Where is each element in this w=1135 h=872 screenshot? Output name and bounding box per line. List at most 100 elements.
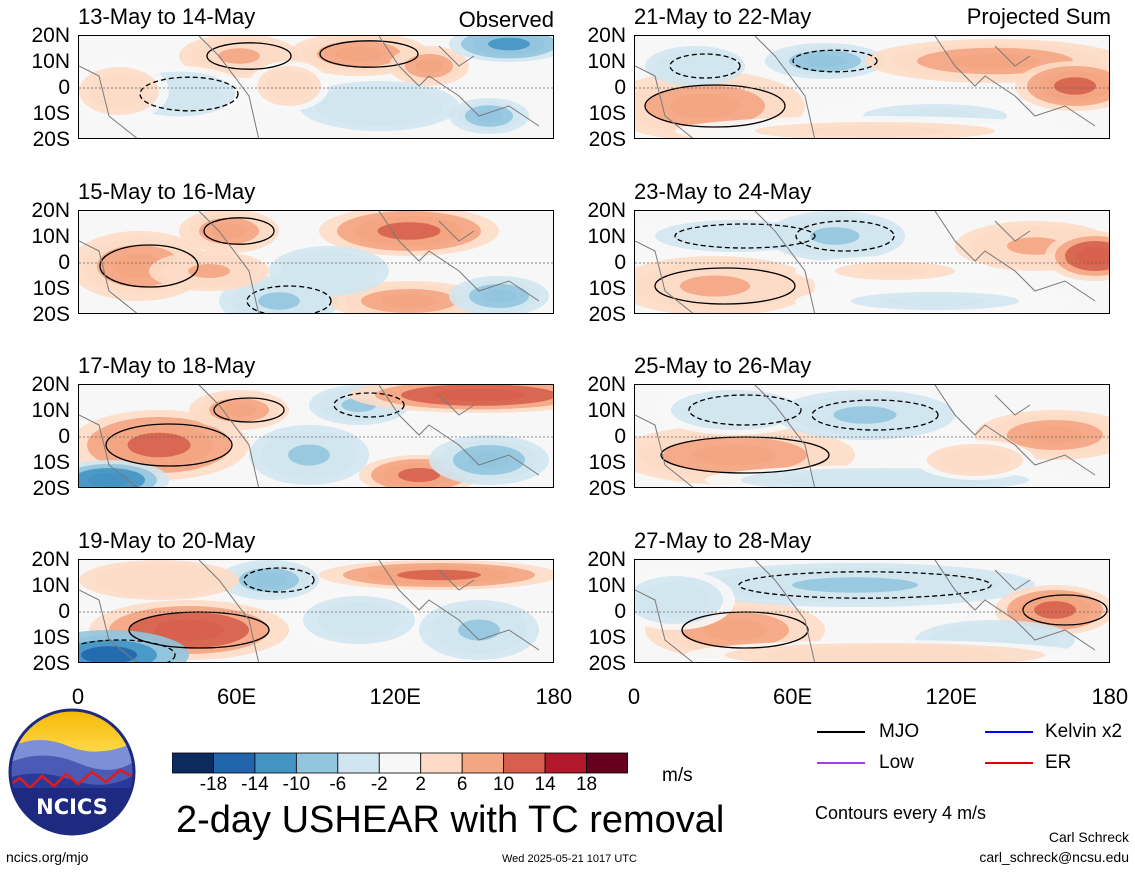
lat-tick-label: 0 (614, 600, 626, 623)
lat-tick-label: 20N (587, 548, 626, 571)
lon-tick-label: 0 (71, 684, 85, 709)
lat-tick-label: 0 (614, 251, 626, 274)
lat-tick-label: 20N (31, 373, 70, 396)
lat-tick-label: 20N (587, 199, 626, 222)
map-panel (78, 559, 554, 663)
observed-label: Observed (458, 7, 554, 32)
map-panel (78, 35, 554, 139)
contour-note: Contours every 4 m/s (815, 803, 987, 823)
heatmap-field (79, 560, 553, 662)
lat-tick-label: 0 (58, 425, 70, 448)
colorbar-swatch (337, 752, 380, 774)
colorbar-swatch (420, 752, 463, 774)
map-panel (634, 210, 1110, 314)
lat-tick-label: 10S (588, 102, 626, 125)
legend-line-mjo (817, 731, 865, 733)
panel-title: 27-May to 28-May (634, 528, 812, 553)
lat-tick-label: 10N (587, 574, 626, 597)
lat-tick-label: 20S (32, 652, 70, 675)
heatmap-field (635, 211, 1109, 313)
colorbar-swatch (295, 752, 339, 774)
colorbar (172, 752, 628, 774)
lat-tick-label: 20N (31, 548, 70, 571)
lat-tick-label: 10N (31, 225, 70, 248)
panel-title: 17-May to 18-May (78, 353, 256, 378)
footer-author: Carl Schreck (1048, 829, 1129, 845)
lat-tick-label: 0 (58, 251, 70, 274)
lat-tick-label: 10S (32, 451, 70, 474)
footer-timestamp: Wed 2025-05-21 1017 UTC (502, 853, 637, 865)
lat-tick-label: 10S (32, 102, 70, 125)
lon-tick-label: 60E (217, 684, 257, 709)
colorbar-swatch (378, 752, 422, 774)
lat-tick-label: 20S (588, 128, 626, 151)
lat-tick-label: 10S (32, 277, 70, 300)
legend-label-er: ER (1045, 752, 1072, 773)
lon-tick-label: 0 (627, 684, 641, 709)
lat-tick-label: 10S (32, 626, 70, 649)
footer-email: carl_schreck@ncsu.edu (979, 849, 1129, 865)
heatmap-field (79, 36, 553, 138)
colorbar-tick-label: 2 (415, 774, 426, 795)
lat-tick-label: 10N (587, 399, 626, 422)
colorbar-tick-label: 18 (575, 774, 598, 795)
heatmap-field (635, 560, 1109, 662)
map-panel (78, 384, 554, 488)
heatmap-field (635, 385, 1109, 487)
lon-tick-label: 180 (1091, 684, 1129, 709)
heatmap-field (79, 211, 553, 313)
colorbar-swatch (254, 752, 297, 774)
lat-tick-label: 20N (31, 199, 70, 222)
lat-tick-label: 10S (588, 626, 626, 649)
panel-title: 23-May to 24-May (634, 179, 812, 204)
colorbar-tick-label: -2 (370, 774, 388, 795)
lat-tick-label: 0 (58, 76, 70, 99)
lon-tick-label: 180 (535, 684, 573, 709)
panel-title: 25-May to 26-May (634, 353, 812, 378)
lon-tick-label: 120E (925, 684, 977, 709)
panel-title: 19-May to 20-May (78, 528, 256, 553)
heatmap-field (635, 36, 1109, 138)
lat-tick-label: 20S (588, 477, 626, 500)
lat-tick-label: 0 (614, 425, 626, 448)
lat-tick-label: 10N (587, 50, 626, 73)
lat-tick-label: 20S (32, 128, 70, 151)
panel-title: 13-May to 14-May (78, 4, 256, 29)
colorbar-unit: m/s (662, 765, 693, 786)
legend-label-low: Low (879, 752, 914, 773)
ncics-logo: NCICS (8, 708, 136, 836)
legend-label-mjo: MJO (879, 721, 920, 742)
colorbar-tick-label: 10 (493, 774, 515, 795)
map-panel (78, 210, 554, 314)
colorbar-swatch (172, 752, 214, 774)
legend-line-low (817, 762, 865, 764)
map-panel (634, 35, 1110, 139)
colorbar-swatch (586, 752, 628, 774)
lat-tick-label: 20S (32, 477, 70, 500)
panel-title: 21-May to 22-May (634, 4, 812, 29)
chart-title: 2-day USHEAR with TC removal (176, 799, 725, 841)
footer-url: ncics.org/mjo (6, 849, 89, 865)
colorbar-tick-label: -10 (282, 774, 311, 795)
colorbar-tick-label: -18 (199, 774, 228, 795)
lat-tick-label: 0 (614, 76, 626, 99)
lat-tick-label: 10S (588, 277, 626, 300)
colorbar-swatch (503, 752, 546, 774)
lat-tick-label: 10S (588, 451, 626, 474)
colorbar-swatch (461, 752, 505, 774)
legend-label-kelvin: Kelvin x2 (1045, 721, 1123, 742)
colorbar-tick-label: -14 (241, 774, 269, 795)
projected-label: Projected Sum (966, 4, 1111, 29)
lat-tick-label: 20N (31, 24, 70, 47)
colorbar-tick-label: 6 (456, 774, 468, 795)
lat-tick-label: 20N (587, 373, 626, 396)
panel-title: 15-May to 16-May (78, 179, 256, 204)
heatmap-field (79, 385, 553, 487)
lon-tick-label: 60E (773, 684, 813, 709)
map-panel (634, 559, 1110, 663)
lat-tick-label: 20S (32, 303, 70, 326)
logo-text: NCICS (36, 795, 108, 819)
lat-tick-label: 10N (31, 574, 70, 597)
map-panel (634, 384, 1110, 488)
lat-tick-label: 20S (588, 652, 626, 675)
